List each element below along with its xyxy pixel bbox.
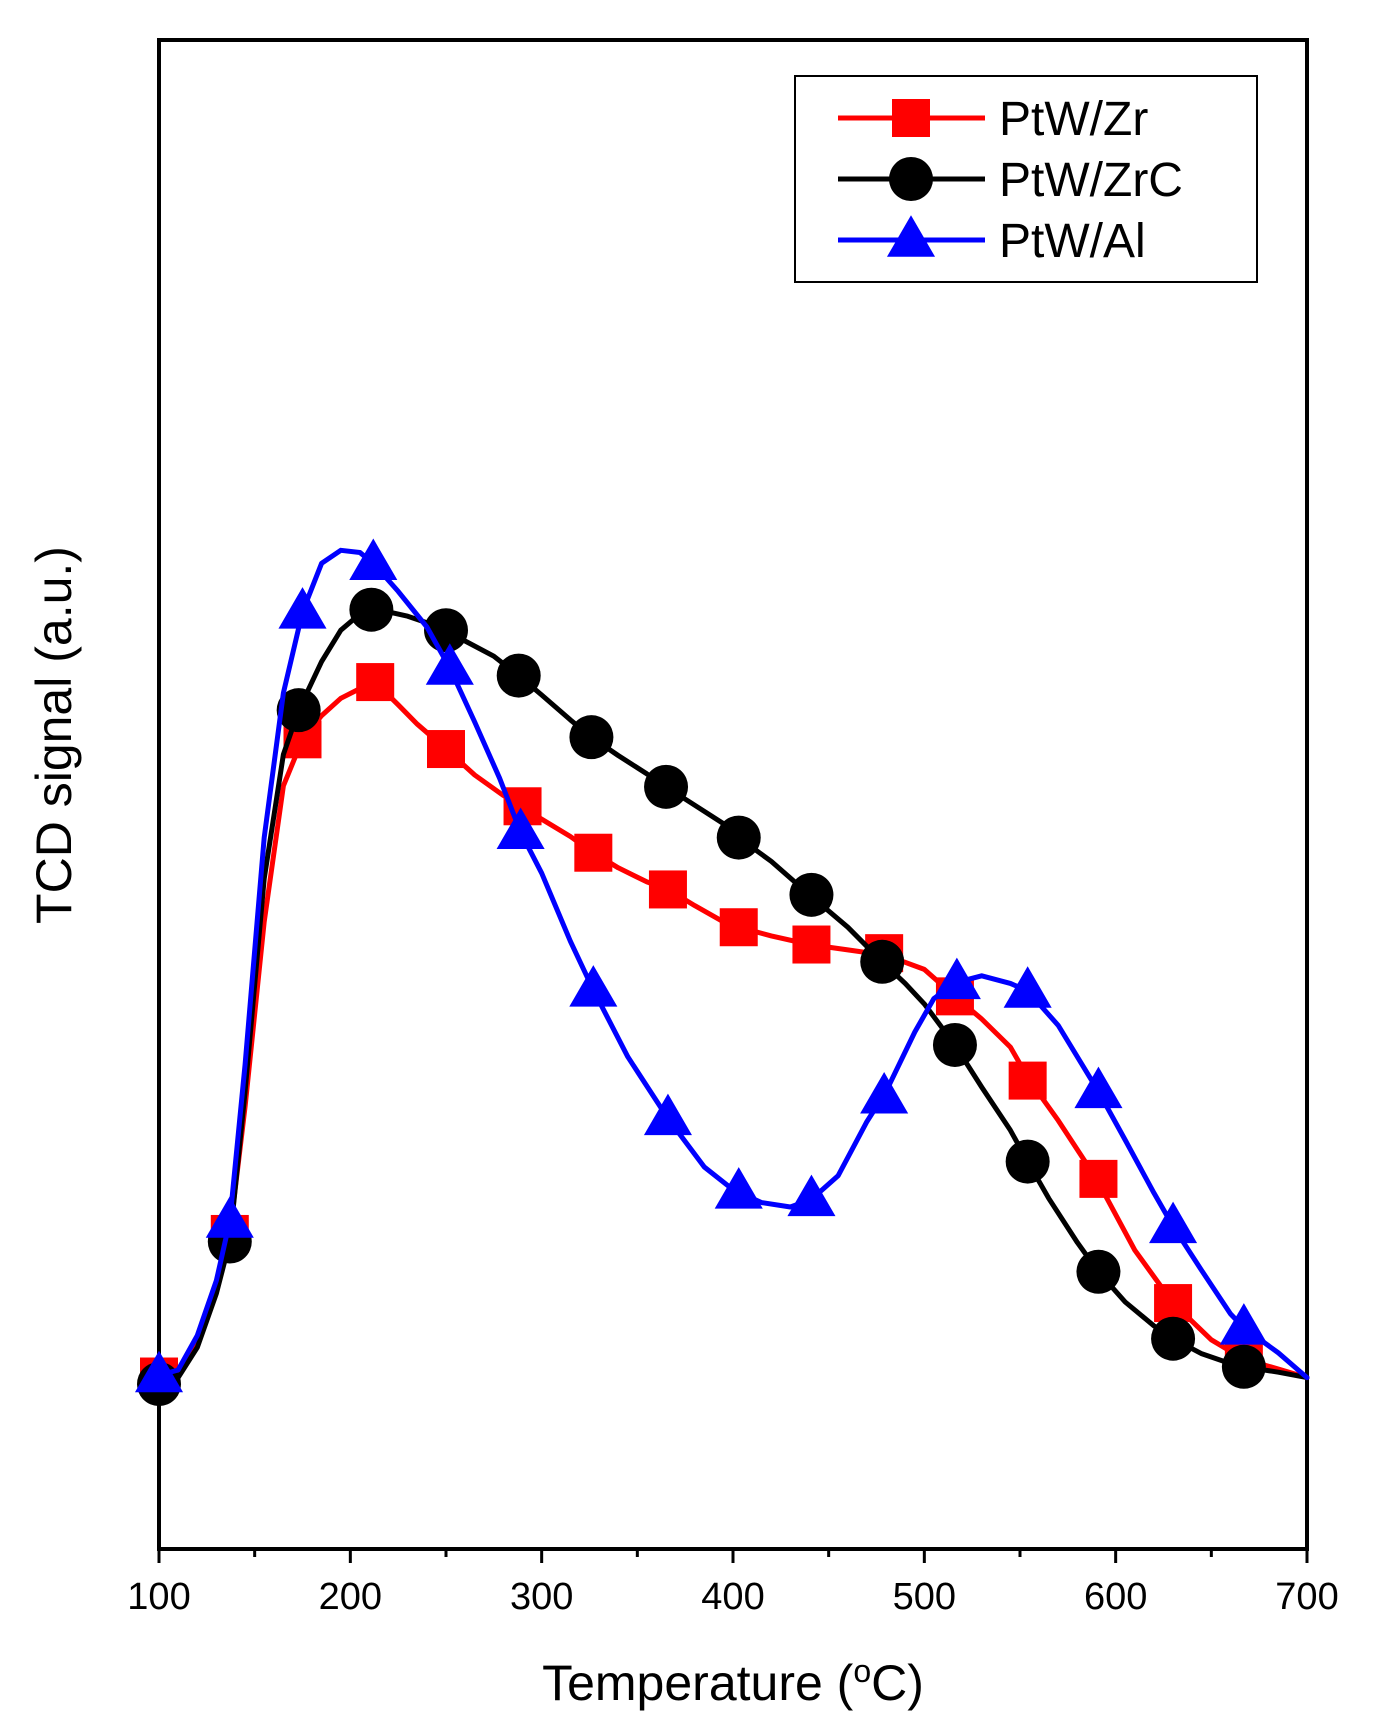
data-point (1079, 1159, 1118, 1198)
data-point (349, 587, 394, 632)
data-point (792, 925, 831, 964)
data-point (1005, 1139, 1050, 1184)
data-point (1154, 1284, 1193, 1323)
data-point (1151, 1316, 1196, 1361)
data-point (1074, 1066, 1123, 1109)
data-point (719, 908, 758, 947)
data-point (716, 815, 761, 860)
legend-items: PtW/Zr PtW/ZrC PtW/Al (838, 93, 1183, 268)
legend-swatch-marker (892, 99, 930, 137)
data-point (1003, 966, 1052, 1008)
data-point (648, 870, 687, 909)
data-point (276, 688, 321, 733)
data-point (574, 833, 613, 872)
data-point (205, 1196, 254, 1238)
x-tick-label: 600 (1084, 1576, 1147, 1618)
series-line (156, 679, 1310, 1381)
x-tick-label: 500 (893, 1576, 956, 1618)
legend-swatch-marker (886, 215, 936, 257)
data-point (787, 1174, 836, 1217)
x-axis-title: Temperature (oC) (542, 1653, 924, 1711)
series-ptw-zr (140, 663, 1310, 1396)
data-point (932, 957, 981, 1000)
data-point (427, 730, 465, 769)
legend-item: PtW/Al (838, 215, 1146, 268)
data-point (278, 587, 327, 629)
legend-label: PtW/Al (999, 215, 1146, 268)
data-point (932, 1022, 977, 1067)
data-point (644, 764, 689, 809)
legend-label: PtW/Zr (999, 93, 1148, 146)
data-point (1149, 1201, 1198, 1244)
series-line (156, 607, 1310, 1387)
x-axis-title-end: C) (871, 1655, 924, 1711)
data-point (714, 1167, 763, 1209)
x-tick-label: 300 (510, 1576, 573, 1618)
data-point (643, 1093, 692, 1136)
series-ptw-al (134, 538, 1310, 1393)
data-point (1076, 1249, 1121, 1294)
data-point (789, 872, 834, 917)
data-point (349, 538, 398, 581)
x-tick-label: 200 (319, 1576, 382, 1618)
x-tick-label: 700 (1275, 1576, 1338, 1618)
data-point (356, 663, 395, 702)
data-point (134, 1350, 184, 1393)
x-tick-label: 100 (127, 1576, 190, 1618)
data-point (1221, 1344, 1266, 1389)
data-point (1008, 1061, 1047, 1100)
series-layer (134, 538, 1310, 1407)
data-point (860, 1072, 909, 1114)
data-point (860, 939, 905, 984)
data-point (496, 807, 545, 849)
legend-swatch-marker (889, 157, 933, 201)
data-point (425, 643, 474, 685)
legend-item: PtW/Zr (838, 93, 1148, 146)
data-point (1219, 1303, 1268, 1345)
data-point (569, 715, 614, 760)
y-axis-title: TCD signal (a.u.) (26, 546, 82, 924)
legend-label: PtW/ZrC (999, 154, 1183, 207)
x-axis: 100 200 300 400 500 600 700 (127, 1549, 1339, 1618)
x-tick-label: 400 (701, 1576, 764, 1618)
data-point (496, 653, 541, 698)
data-point (569, 965, 618, 1007)
legend-item: PtW/ZrC (838, 154, 1183, 207)
legend: PtW/Zr PtW/ZrC PtW/Al (794, 75, 1258, 283)
x-axis-title-superscript: o (853, 1653, 871, 1689)
series-ptw-zrc (137, 587, 1310, 1407)
x-axis-title-main: Temperature ( (542, 1655, 854, 1711)
